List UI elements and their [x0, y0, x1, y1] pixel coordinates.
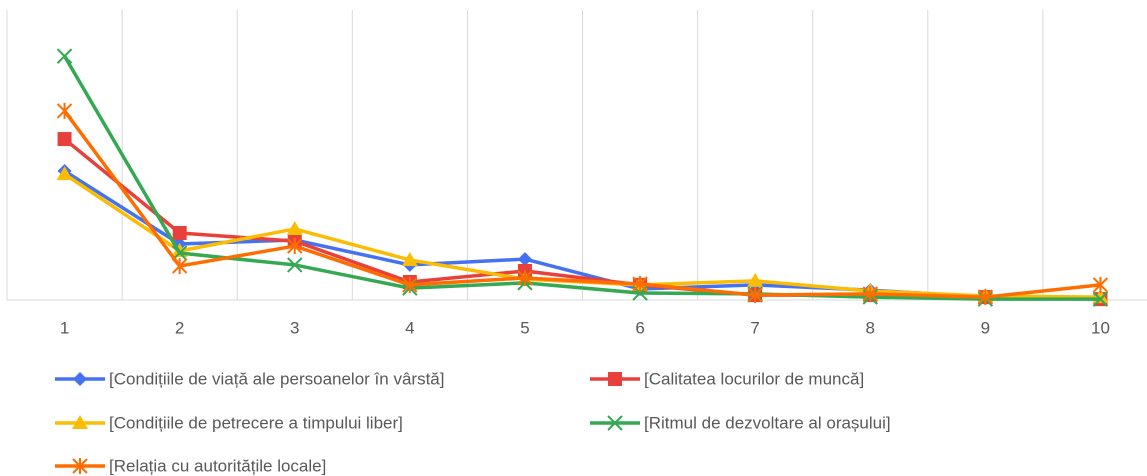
marker-shape [517, 269, 533, 286]
marker [287, 238, 303, 255]
marker-shape [287, 257, 303, 273]
marker [1092, 276, 1109, 293]
marker-shape [171, 258, 188, 275]
legend-label: [Condițiile de petrecere a timpului libe… [109, 413, 403, 432]
marker [72, 415, 88, 429]
marker [977, 289, 994, 306]
marker [401, 251, 418, 266]
marker-shape [607, 415, 623, 431]
marker [56, 48, 73, 64]
x-tick-label: 8 [866, 318, 875, 337]
marker [747, 287, 763, 304]
marker [172, 226, 187, 241]
marker-shape [862, 285, 878, 302]
legend-label: [Ritmul de dezvoltare al orașului] [644, 413, 891, 432]
legend-label: [Condițiile de viață ale persoanelor în … [109, 369, 444, 388]
series-line [63, 109, 1101, 299]
x-tick-label: 1 [60, 318, 69, 337]
marker-shape [57, 132, 72, 147]
marker-shape [56, 166, 73, 181]
x-tick-label: 7 [750, 318, 759, 337]
marker [747, 272, 764, 287]
marker [517, 252, 532, 267]
marker [72, 458, 88, 474]
marker [57, 132, 72, 147]
marker [56, 102, 73, 119]
x-tick-label: 4 [405, 318, 414, 337]
marker-shape [402, 276, 418, 293]
legend-label: [Calitatea locurilor de muncă] [644, 369, 864, 388]
marker-shape [747, 272, 764, 287]
marker-shape [72, 458, 88, 474]
marker [517, 269, 533, 286]
marker-shape [72, 415, 88, 429]
marker [171, 258, 188, 275]
marker [862, 285, 878, 302]
marker-shape [747, 287, 763, 304]
marker-shape [286, 220, 303, 235]
x-tick-label: 10 [1091, 318, 1110, 337]
marker-shape [608, 372, 622, 386]
marker-shape [517, 252, 532, 267]
x-tick-label: 9 [981, 318, 990, 337]
series-line [63, 55, 1101, 301]
marker [608, 372, 622, 386]
x-tick-label: 2 [175, 318, 184, 337]
marker-shape [977, 289, 994, 306]
marker [286, 220, 303, 235]
marker [607, 415, 623, 431]
marker-shape [56, 48, 73, 64]
marker-shape [632, 276, 648, 293]
marker [56, 166, 73, 181]
marker-shape [401, 251, 418, 266]
x-tick-label: 3 [290, 318, 299, 337]
x-tick-label: 5 [520, 318, 529, 337]
marker [632, 276, 648, 293]
marker-shape [1092, 291, 1109, 307]
x-tick-label: 6 [635, 318, 644, 337]
marker-shape [56, 102, 73, 119]
marker-shape [287, 238, 303, 255]
marker-shape [172, 226, 187, 241]
marker [1092, 291, 1109, 307]
marker-shape [1092, 276, 1109, 293]
marker [402, 276, 418, 293]
marker [287, 257, 303, 273]
legend-label: [Relația cu autoritățile locale] [109, 456, 326, 475]
marker [73, 372, 87, 386]
marker-shape [73, 372, 87, 386]
